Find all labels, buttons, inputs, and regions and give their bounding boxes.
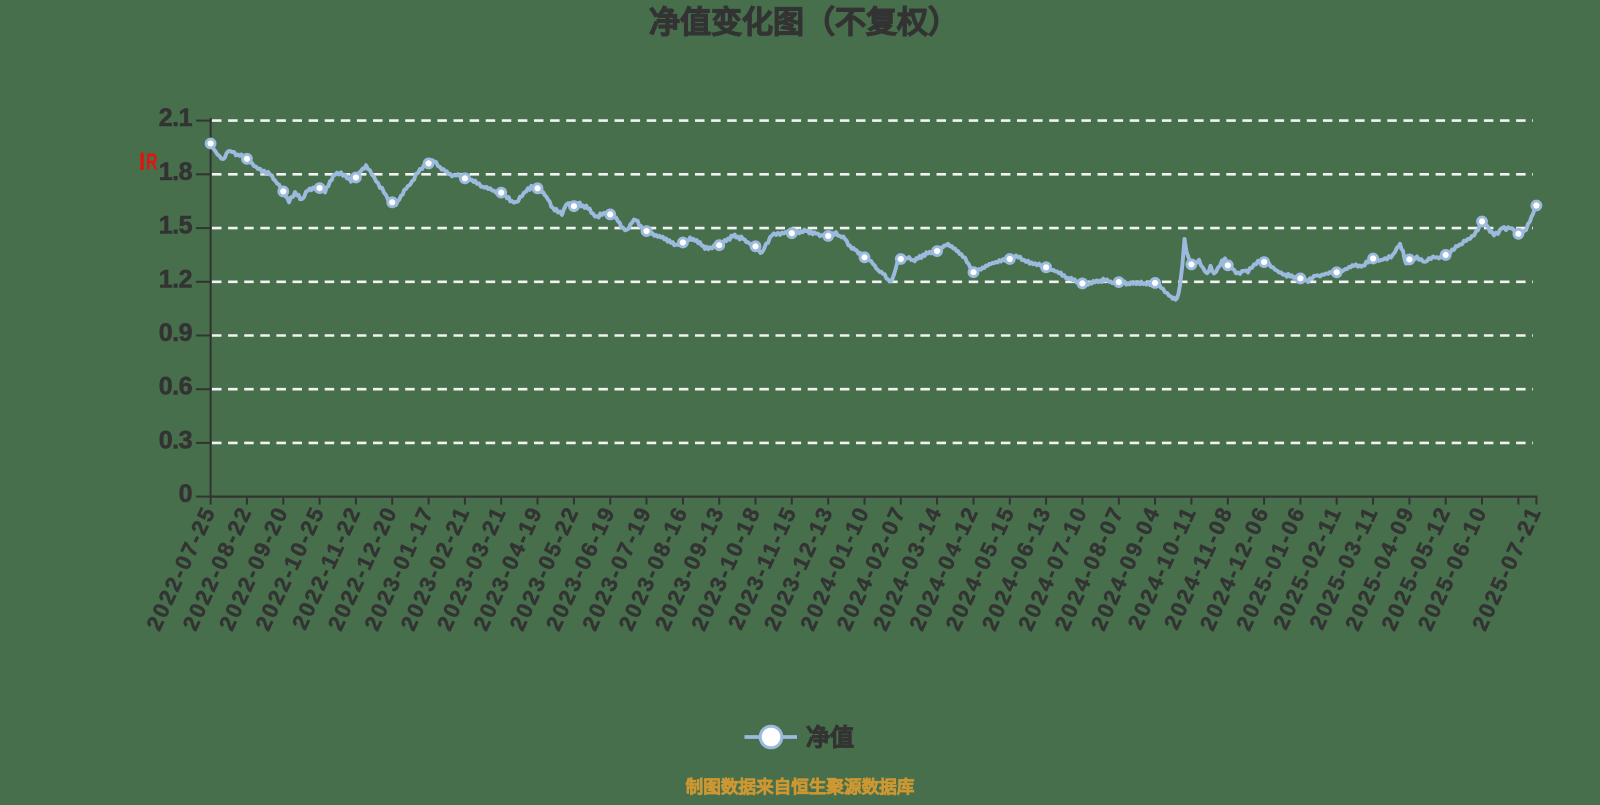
svg-text:R: R xyxy=(146,149,158,175)
svg-text:2.1: 2.1 xyxy=(159,104,193,132)
svg-text:0: 0 xyxy=(179,480,192,508)
svg-text:0.9: 0.9 xyxy=(159,319,192,347)
svg-text:1.2: 1.2 xyxy=(159,265,192,293)
svg-text:0.6: 0.6 xyxy=(159,373,192,401)
svg-text:净值: 净值 xyxy=(806,724,854,752)
svg-text:1.8: 1.8 xyxy=(159,158,193,186)
svg-text:制图数据来自恒生聚源数据库: 制图数据来自恒生聚源数据库 xyxy=(686,777,915,797)
svg-text:净值变化图（不复权）: 净值变化图（不复权） xyxy=(649,5,959,40)
svg-text:0.3: 0.3 xyxy=(159,426,192,454)
svg-text:1.5: 1.5 xyxy=(159,212,193,240)
